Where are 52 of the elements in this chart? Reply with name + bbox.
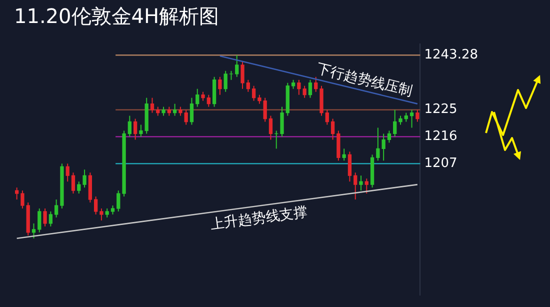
candlestick (348, 151, 352, 182)
candlestick (48, 210, 53, 227)
candlestick (252, 85, 256, 102)
candlestick (235, 54, 239, 78)
candlestick (139, 124, 143, 138)
candlestick (20, 190, 24, 209)
candlestick (354, 172, 358, 200)
annotation: 上升趋势线支撑 (209, 204, 308, 234)
candlestick (410, 109, 414, 128)
candlestick (387, 130, 392, 144)
candlestick (184, 109, 188, 126)
candlestick (66, 163, 70, 182)
candlestick (280, 106, 284, 138)
candlestick (196, 88, 200, 108)
candlestick (38, 208, 42, 233)
candlestick (172, 103, 177, 116)
candlestick (94, 196, 98, 215)
candlestick (71, 172, 76, 194)
candlestick (314, 76, 318, 92)
candlestick (133, 118, 138, 140)
candlestick (54, 199, 58, 218)
candlestick (100, 208, 104, 221)
candlestick (246, 79, 250, 92)
candlestick (268, 115, 273, 140)
candlestick (150, 97, 154, 114)
candlestick (308, 79, 312, 98)
candlestick (77, 181, 81, 194)
candlestick (82, 169, 86, 188)
y-tick-label: 1243.28 (424, 48, 478, 62)
candlestick (393, 109, 397, 138)
y-tick-label: 1216 (424, 129, 458, 144)
candlestick (364, 178, 368, 194)
candlestick (32, 222, 36, 239)
annotation: 下行趋势线压制 (315, 61, 414, 100)
candlestick (43, 208, 47, 227)
candlestick (342, 148, 346, 162)
candlestick (128, 115, 132, 138)
candlestick (218, 76, 222, 96)
candlestick (240, 61, 244, 90)
candlestick (224, 70, 228, 92)
candlestick (330, 118, 335, 140)
candlestick (416, 109, 420, 122)
candlestick (14, 187, 19, 200)
y-tick-label: 1207 (424, 156, 458, 171)
candlestick (359, 175, 363, 192)
candlestick (325, 109, 329, 126)
chart-title: 11.20伦敦金4H解析图 (14, 4, 220, 28)
candlestick (190, 97, 194, 126)
candlestick (206, 94, 210, 108)
candlestick (116, 190, 120, 212)
y-tick-label: 1225 (424, 102, 458, 118)
candlestick (263, 97, 267, 122)
